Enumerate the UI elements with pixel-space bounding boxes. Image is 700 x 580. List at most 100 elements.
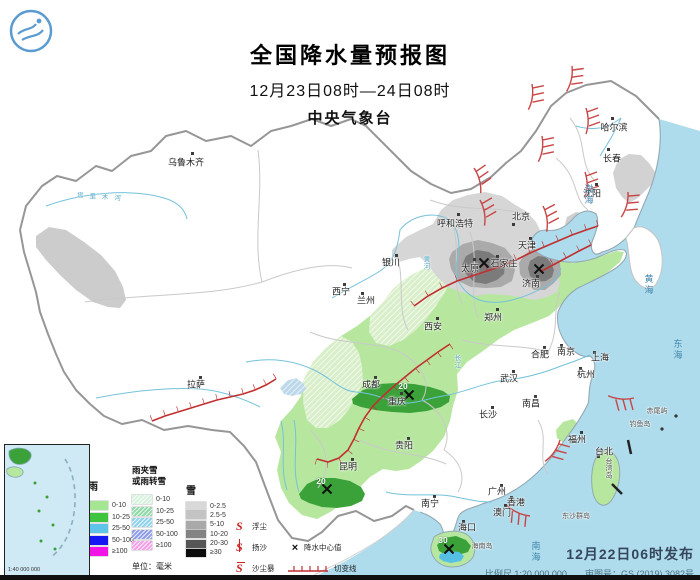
- issue-time: 12月22日06时发布: [566, 546, 694, 562]
- bottom-border-bar: [0, 575, 700, 580]
- legend-marks: × 降水中心值 切变线: [286, 541, 357, 580]
- dust-shachenbao-icon: S: [236, 561, 252, 576]
- precip-center-value: 30: [438, 535, 448, 545]
- inset-map: [5, 445, 86, 572]
- legend-dust-symbols: S 浮尘 S 扬沙 S 沙尘暴: [236, 519, 275, 580]
- snow-swatch: [186, 530, 206, 539]
- snow-range-label: 10-20: [210, 530, 228, 538]
- rain-swatch: [88, 512, 108, 522]
- city-label-shenyang: 沈阳: [582, 188, 602, 199]
- legend-rain-column: 雨 0-10 10-25 25-50 50-100 ≥100: [88, 478, 134, 559]
- snow-range-label: 5-10: [210, 521, 225, 529]
- agency-name: 中央气象台: [307, 110, 393, 127]
- legend-snow-column: 雪 0-2.5 2.5-5 5-10 10-20 20-30 ≥30: [186, 482, 228, 558]
- forecast-period: 12月23日08时—24日08时: [249, 83, 451, 100]
- snow-range-label: 20-30: [210, 540, 228, 548]
- city-label-haikou: 海口: [457, 522, 477, 533]
- city-label-xining: 西宁: [331, 286, 351, 297]
- island-label-dongshaqundao: 东沙群岛: [562, 513, 590, 520]
- mark-label: 降水中心值: [304, 543, 342, 552]
- rain-range-label: ≥100: [112, 548, 128, 556]
- city-label-zhengzhou: 郑州: [483, 312, 503, 323]
- city-label-lasa: 拉萨: [186, 379, 206, 390]
- city-label-haerbin: 哈尔滨: [600, 122, 628, 133]
- snow-swatch: [186, 502, 206, 510]
- snow-swatch: [186, 511, 206, 520]
- city-label-wulumuqi: 乌鲁木齐: [167, 157, 205, 168]
- page-title: 全国降水量预报图: [249, 43, 450, 68]
- island-label-diaoyudao: 钓鱼岛: [629, 421, 651, 428]
- island-label-chiweiyu: 赤尾屿: [646, 408, 668, 415]
- snow-range-label: ≥30: [210, 549, 222, 557]
- city-label-changsha: 长沙: [478, 409, 498, 420]
- sleet-swatch: [132, 495, 152, 504]
- sea-label-huanghai: 黄海: [643, 274, 654, 296]
- city-label-xian: 西安: [423, 321, 443, 332]
- cma-logo-icon: [9, 9, 53, 53]
- city-label-guangzhou: 广州: [487, 486, 507, 497]
- precip-center-value: 20: [398, 381, 408, 391]
- rain-swatch: [88, 535, 108, 545]
- south-china-sea-inset: 1:40 000 000: [4, 444, 90, 576]
- sea-label-bohai: 渤海: [583, 184, 594, 206]
- shear-line-icon: [288, 565, 328, 572]
- city-label-wuhan: 武汉: [499, 373, 519, 384]
- legend-sleet-title-line2: 或雨转雪: [132, 476, 167, 486]
- city-label-shanghai: 上海: [590, 352, 610, 363]
- legend-rain-title: 雨: [88, 482, 98, 493]
- city-label-nanning: 南宁: [420, 498, 440, 509]
- rain-range-label: 0-10: [112, 502, 127, 509]
- shear-lines: [152, 226, 598, 462]
- city-label-lanzhou: 兰州: [356, 295, 376, 306]
- sleet-range-label: 25-50: [156, 519, 174, 527]
- island-label-taiwandao: 台湾岛: [605, 457, 612, 479]
- dust-label: 沙尘暴: [252, 564, 275, 573]
- city-label-chengdu: 成都: [361, 379, 381, 390]
- snow-range-label: 2.5-5: [210, 511, 226, 519]
- city-label-taibei: 台北: [594, 446, 614, 457]
- national-border: [19, 80, 660, 542]
- inset-scale: 1:40 000 000: [8, 567, 41, 573]
- rain-swatch: [88, 501, 108, 510]
- city-label-yinchuan: 银川: [381, 257, 401, 268]
- sea-label-nanhai: 南海: [530, 541, 541, 563]
- snow-range-label: 0-2.5: [210, 502, 226, 510]
- map-scale: 比例尺 1:20 000 000: [484, 569, 567, 579]
- map-header: 全国降水量预报图 12月23日08时—24日08时 中央气象台: [180, 38, 520, 128]
- river-label-huanghe: 黄河: [422, 255, 429, 271]
- river-label-changjiang: 长江: [453, 354, 460, 370]
- city-label-aomen: 澳门: [492, 507, 512, 518]
- legend-unit: 单位：毫米: [132, 562, 172, 571]
- city-label-tianjin: 天津: [517, 240, 537, 251]
- sleet-swatch: [132, 529, 152, 539]
- city-dots: [191, 117, 614, 523]
- city-label-jinan: 济南: [521, 278, 541, 289]
- legend-sleet-title-line1: 雨夹雪: [132, 465, 158, 475]
- city-label-huhehaote: 呼和浩特: [436, 218, 474, 229]
- sleet-range-label: 0-10: [156, 496, 171, 503]
- city-label-changchun: 长春: [602, 153, 622, 164]
- city-label-chongqing: 重庆: [387, 396, 407, 407]
- rain-range-label: 25-50: [112, 525, 130, 533]
- legend: 雨 0-10 10-25 25-50 50-100 ≥100 雨夹雪 或雨转雪 …: [86, 462, 386, 576]
- precip-center-marks: [321, 257, 545, 555]
- dust-label: 扬沙: [252, 543, 267, 552]
- footer: 12月22日06时发布 比例尺 1:20 000 000 审图号：GS (2019…: [485, 544, 694, 580]
- snow-swatch: [186, 520, 206, 529]
- city-label-beijing: 北京: [511, 211, 531, 222]
- sleet-range-label: 10-25: [156, 507, 174, 515]
- precip-center-value: 20: [316, 476, 326, 486]
- rain-swatch: [88, 547, 108, 557]
- rain-range-label: 10-25: [112, 513, 130, 521]
- sleet-range-label: 50-100: [156, 530, 178, 538]
- sleet-swatch: [132, 506, 152, 516]
- boundary-dashes: [611, 439, 633, 495]
- sleet-range-label: ≥100: [156, 542, 172, 550]
- legend-snow-title: 雪: [186, 486, 196, 497]
- city-label-xianggang: 香港: [506, 497, 526, 508]
- legend-sleet-column: 雨夹雪 或雨转雪 0-10 10-25 25-50 50-100 ≥100: [132, 465, 178, 553]
- city-label-guiyang: 贵阳: [394, 440, 414, 451]
- rain-swatch: [88, 524, 108, 534]
- sea-label-donghai: 东海: [672, 339, 683, 361]
